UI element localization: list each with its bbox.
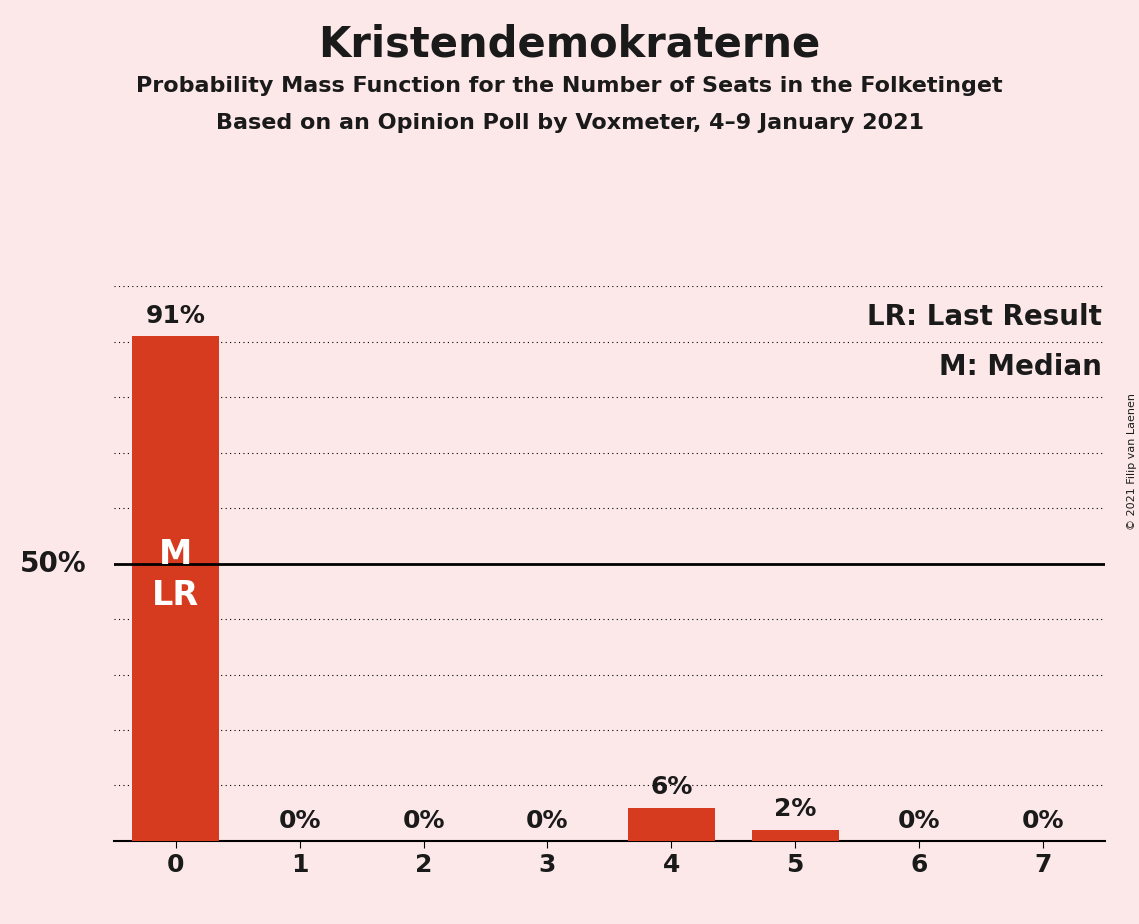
Text: 2%: 2%: [775, 797, 817, 821]
Text: Kristendemokraterne: Kristendemokraterne: [319, 23, 820, 65]
Text: Based on an Opinion Poll by Voxmeter, 4–9 January 2021: Based on an Opinion Poll by Voxmeter, 4–…: [215, 113, 924, 133]
Text: 0%: 0%: [1022, 808, 1064, 833]
Text: 91%: 91%: [146, 304, 206, 328]
Text: LR: Last Result: LR: Last Result: [868, 303, 1103, 331]
Text: Probability Mass Function for the Number of Seats in the Folketinget: Probability Mass Function for the Number…: [137, 76, 1002, 96]
Text: 0%: 0%: [402, 808, 445, 833]
Text: 50%: 50%: [21, 550, 87, 578]
Text: 0%: 0%: [278, 808, 321, 833]
Text: 6%: 6%: [650, 775, 693, 799]
Text: M
LR: M LR: [153, 538, 199, 612]
Text: 0%: 0%: [526, 808, 568, 833]
Text: 0%: 0%: [898, 808, 941, 833]
Text: © 2021 Filip van Laenen: © 2021 Filip van Laenen: [1126, 394, 1137, 530]
Bar: [132, 336, 219, 841]
Bar: [628, 808, 714, 841]
Bar: [752, 830, 838, 841]
Text: M: Median: M: Median: [940, 353, 1103, 381]
